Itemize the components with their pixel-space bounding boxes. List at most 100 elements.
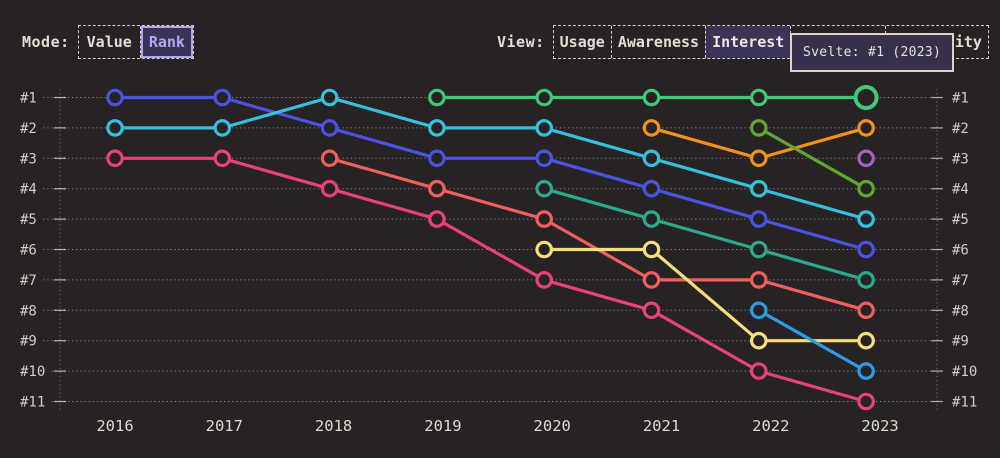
data-point-red-2022[interactable] bbox=[749, 271, 768, 289]
y-axis-label-right: #11 bbox=[952, 395, 977, 411]
mode-control: Mode: Value Rank bbox=[22, 25, 194, 59]
data-point-teal-2023[interactable] bbox=[857, 271, 875, 289]
x-axis-label: 2023 bbox=[861, 417, 898, 435]
mode-rank-button[interactable]: Rank bbox=[139, 26, 193, 58]
x-axis-label: 2016 bbox=[96, 417, 133, 435]
mode-button-group: Value Rank bbox=[77, 25, 194, 59]
data-point-teal-2020[interactable] bbox=[535, 179, 553, 198]
series-line-red bbox=[328, 156, 868, 312]
data-point-red-2018[interactable] bbox=[320, 149, 339, 168]
data-point-teal-2021[interactable] bbox=[642, 210, 661, 228]
x-axis-label: 2021 bbox=[643, 417, 680, 435]
data-point-cyan-2023[interactable] bbox=[857, 210, 875, 228]
mode-value-button[interactable]: Value bbox=[79, 26, 140, 58]
y-axis-label-right: #1 bbox=[952, 91, 969, 107]
data-point-pink-2020[interactable] bbox=[535, 271, 553, 289]
data-point-svelte-green-2019[interactable] bbox=[428, 88, 446, 107]
data-point-svelte-green-2023[interactable] bbox=[853, 85, 879, 110]
data-point-pink-2017[interactable] bbox=[213, 149, 232, 168]
data-point-pink-2023[interactable] bbox=[857, 392, 875, 411]
data-point-yellow-2020[interactable] bbox=[535, 240, 553, 259]
data-point-purple-2023[interactable] bbox=[857, 149, 875, 168]
data-point-red-2021[interactable] bbox=[642, 271, 661, 289]
data-point-yellow-2021[interactable] bbox=[642, 240, 661, 259]
data-point-olive-green-2022[interactable] bbox=[749, 119, 768, 137]
data-point-blue-2018[interactable] bbox=[320, 119, 339, 137]
data-point-pink-2022[interactable] bbox=[749, 362, 768, 380]
y-axis-label-left: #11 bbox=[20, 395, 45, 411]
mode-label: Mode: bbox=[22, 33, 70, 51]
data-point-svelte-green-2021[interactable] bbox=[642, 88, 661, 107]
x-axis-label: 2019 bbox=[424, 417, 461, 435]
data-point-pink-2016[interactable] bbox=[106, 149, 124, 168]
series-line-teal bbox=[542, 187, 868, 282]
y-axis-label-right: #10 bbox=[952, 364, 977, 380]
data-point-cyan-2019[interactable] bbox=[428, 119, 446, 137]
y-axis-label-right: #2 bbox=[952, 121, 969, 137]
data-point-svelte-green-2022[interactable] bbox=[749, 88, 768, 107]
series-line-light-blue bbox=[757, 308, 868, 373]
data-point-cyan-2018[interactable] bbox=[320, 88, 339, 107]
y-axis-label-left: #5 bbox=[20, 212, 37, 228]
y-axis-label-right: #9 bbox=[952, 334, 969, 350]
y-axis-label-left: #4 bbox=[20, 182, 37, 198]
data-point-pink-2018[interactable] bbox=[320, 179, 339, 198]
y-axis-label-right: #7 bbox=[952, 273, 969, 289]
y-axis-label-left: #8 bbox=[20, 303, 37, 319]
x-axis-label: 2022 bbox=[752, 417, 789, 435]
data-point-light-blue-2023[interactable] bbox=[857, 362, 875, 380]
y-axis-label-left: #6 bbox=[20, 243, 37, 259]
data-point-blue-2021[interactable] bbox=[642, 179, 661, 198]
data-point-cyan-2017[interactable] bbox=[213, 119, 232, 137]
data-point-blue-2023[interactable] bbox=[857, 240, 875, 259]
y-axis-label-right: #5 bbox=[952, 212, 969, 228]
data-point-pink-2019[interactable] bbox=[428, 210, 446, 228]
data-point-blue-2020[interactable] bbox=[535, 149, 553, 168]
series-line-blue bbox=[113, 95, 868, 252]
y-axis-label-right: #6 bbox=[952, 243, 969, 259]
view-awareness-button[interactable]: Awareness bbox=[610, 26, 705, 58]
series-line-pink bbox=[113, 156, 868, 404]
data-point-red-2020[interactable] bbox=[535, 210, 553, 228]
data-point-light-blue-2022[interactable] bbox=[749, 301, 768, 320]
y-axis-label-left: #10 bbox=[20, 364, 45, 380]
data-point-orange-2023[interactable] bbox=[857, 119, 875, 137]
data-point-orange-2022[interactable] bbox=[749, 149, 768, 168]
data-point-cyan-2022[interactable] bbox=[749, 179, 768, 198]
data-point-blue-2017[interactable] bbox=[213, 88, 232, 107]
y-axis-label-left: #7 bbox=[20, 273, 37, 289]
data-point-cyan-2021[interactable] bbox=[642, 149, 661, 168]
chart-tooltip: Svelte: #1 (2023) bbox=[790, 33, 955, 72]
view-label: View: bbox=[497, 33, 545, 51]
y-axis-label-left: #9 bbox=[20, 334, 37, 350]
series-line-olive-green bbox=[757, 126, 868, 191]
x-axis-label: 2017 bbox=[206, 417, 243, 435]
x-axis-label: 2020 bbox=[534, 417, 571, 435]
y-axis-label-right: #8 bbox=[952, 303, 969, 319]
data-point-red-2023[interactable] bbox=[857, 301, 875, 320]
data-point-svelte-green-2020[interactable] bbox=[535, 88, 553, 107]
view-usage-button[interactable]: Usage bbox=[554, 26, 611, 58]
data-point-blue-2016[interactable] bbox=[106, 88, 124, 107]
series-line-cyan bbox=[113, 95, 868, 221]
data-point-orange-2021[interactable] bbox=[642, 119, 661, 137]
data-point-cyan-2020[interactable] bbox=[535, 119, 553, 137]
x-axis-label: 2018 bbox=[315, 417, 352, 435]
view-interest-button[interactable]: Interest bbox=[705, 26, 791, 58]
y-axis-label-right: #3 bbox=[952, 151, 969, 167]
y-axis-label-left: #3 bbox=[20, 151, 37, 167]
data-point-blue-2019[interactable] bbox=[428, 149, 446, 168]
data-point-blue-2022[interactable] bbox=[749, 210, 768, 228]
data-point-olive-green-2023[interactable] bbox=[857, 179, 875, 198]
data-point-pink-2021[interactable] bbox=[642, 301, 661, 320]
data-point-yellow-2022[interactable] bbox=[749, 331, 768, 350]
data-point-yellow-2023[interactable] bbox=[857, 331, 875, 350]
data-point-cyan-2016[interactable] bbox=[106, 119, 124, 137]
y-axis-label-left: #2 bbox=[20, 121, 37, 137]
data-point-teal-2022[interactable] bbox=[749, 240, 768, 259]
y-axis-label-right: #4 bbox=[952, 182, 969, 198]
y-axis-label-left: #1 bbox=[20, 91, 37, 107]
data-point-red-2019[interactable] bbox=[428, 179, 446, 198]
